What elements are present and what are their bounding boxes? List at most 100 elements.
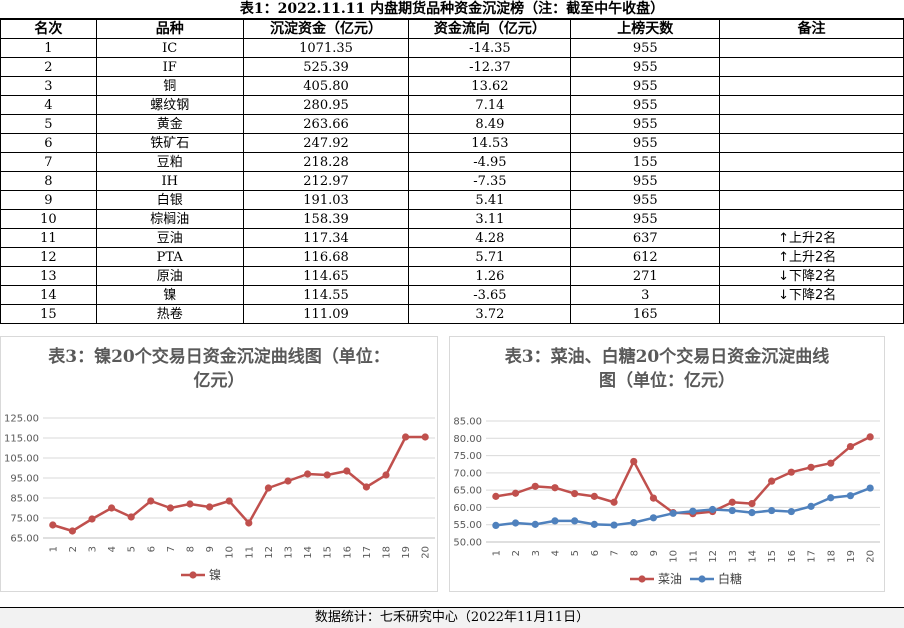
data-point	[846, 492, 855, 500]
table-row: 8 IH 212.97 -7.35 955	[0, 171, 904, 191]
data-point	[68, 527, 76, 535]
data-point	[610, 498, 618, 506]
data-point	[492, 492, 500, 500]
data-point	[748, 509, 756, 517]
data-point	[827, 494, 835, 502]
x-tick-label: 11	[688, 550, 699, 563]
data-source-footer: 数据统计：七禾研究中心（2022年11月11日）	[314, 610, 590, 625]
legend-marker	[698, 575, 706, 583]
table-row: 11 豆油 117.34 4.28 637 ↑上升2名	[0, 228, 904, 248]
rapeseed-sugar-chart-plot: 50.00 55.00 60.00 65.00 70.00 75.00 80.00 85.00…	[453, 417, 880, 586]
data-point	[264, 484, 272, 492]
table-row: 12 PTA 116.68 5.71 612 ↑上升2名	[0, 247, 904, 267]
x-tick-label: 8	[629, 550, 640, 556]
days-cell: 637	[570, 228, 721, 248]
funds-cell: 1071.35	[242, 38, 410, 58]
flow-cell: 14.53	[408, 133, 572, 153]
days-cell: 955	[570, 209, 721, 229]
table-row: 13 原油 114.65 1.26 271 ↓下降2名	[0, 266, 904, 286]
header-rank: 名次	[0, 19, 97, 39]
flow-cell: 1.26	[408, 266, 572, 286]
y-tick-label: 70.00	[453, 468, 482, 479]
x-tick-label: 19	[846, 550, 857, 563]
y-tick-label: 95.00	[10, 474, 39, 485]
x-tick-label: 15	[323, 546, 334, 559]
table-row: 1 IC 1071.35 -14.35 955	[0, 38, 904, 58]
x-tick-label: 7	[166, 546, 177, 552]
nickel-chart-title: 表3：镍20个交易日资金沉淀曲线图（单位：亿元）	[48, 347, 390, 391]
funds-cell: 263.66	[242, 114, 410, 134]
table-title: 表1：2022.11.11 内盘期货品种资金沉淀榜（注：截至中午收盘）	[0, 0, 904, 19]
days-cell: 165	[570, 304, 721, 324]
flow-cell: 3.72	[408, 304, 572, 324]
x-tick-label: 4	[550, 550, 561, 556]
legend-label: 镍	[209, 568, 221, 582]
y-tick-label: 75.00	[10, 514, 39, 525]
note-cell: ↑上升2名	[719, 247, 904, 267]
rank-cell: 2	[0, 57, 97, 77]
flow-cell: 8.49	[408, 114, 572, 134]
x-tick-label: 7	[610, 550, 621, 556]
ranking-table: 名次 品种 沉淀资金（亿元） 资金流向（亿元） 上榜天数 备注 1 IC 1071.…	[0, 19, 904, 324]
x-tick-label: 17	[807, 550, 818, 563]
data-point	[551, 484, 559, 492]
data-point	[728, 498, 736, 506]
x-tick-label: 12	[708, 550, 719, 563]
y-tick-label: 115.00	[4, 434, 39, 445]
x-tick-label: 9	[649, 550, 660, 556]
flow-cell: 7.14	[408, 95, 572, 115]
variety-cell: IC	[95, 38, 244, 58]
variety-cell: 铜	[95, 76, 244, 96]
rapeseed-sugar-chart-title: 表3：菜油、白糖20个交易日资金沉淀曲线图（单位：亿元）	[504, 347, 830, 391]
variety-cell: 铁矿石	[95, 133, 244, 153]
data-point	[630, 519, 638, 527]
x-tick-label: 18	[382, 546, 393, 559]
x-tick-label: 10	[669, 550, 680, 563]
variety-cell: 豆油	[95, 228, 244, 248]
x-tick-label: 20	[866, 550, 877, 563]
data-point	[571, 490, 579, 498]
rank-cell: 9	[0, 190, 97, 210]
y-tick-label: 65.00	[453, 486, 482, 497]
data-point	[649, 514, 658, 522]
flow-cell: -12.37	[408, 57, 572, 77]
header-note: 备注	[719, 19, 904, 39]
x-tick-label: 9	[205, 546, 216, 552]
note-cell	[719, 114, 904, 134]
data-point	[206, 503, 214, 511]
data-point	[551, 517, 559, 525]
table-row: 4 螺纹钢 280.95 7.14 955	[0, 95, 904, 115]
y-tick-label: 55.00	[453, 520, 482, 531]
rank-cell: 10	[0, 209, 97, 229]
days-cell: 955	[570, 95, 721, 115]
days-cell: 955	[570, 133, 721, 153]
data-point	[421, 433, 429, 441]
flow-cell: 13.62	[408, 76, 572, 96]
funds-cell: 191.03	[242, 190, 410, 210]
table-row: 7 豆粕 218.28 -4.95 155	[0, 152, 904, 172]
variety-cell: 热卷	[95, 304, 244, 324]
data-point	[590, 520, 598, 528]
table-row: 9 白银 191.03 5.41 955	[0, 190, 904, 210]
rank-cell: 1	[0, 38, 97, 58]
data-point	[728, 506, 736, 515]
rank-cell: 4	[0, 95, 97, 115]
x-tick-label: 13	[728, 550, 739, 563]
variety-cell: 豆粕	[95, 152, 244, 172]
data-point	[531, 482, 539, 490]
x-tick-label: 10	[225, 546, 236, 559]
flow-cell: 4.28	[408, 228, 572, 248]
flow-cell: -4.95	[408, 152, 572, 172]
flow-cell: -3.65	[408, 285, 572, 305]
flow-cell: -7.35	[408, 171, 572, 191]
header-flow: 资金流向（亿元）	[408, 19, 572, 39]
note-cell: ↓下降2名	[719, 285, 904, 305]
legend-label: 菜油	[658, 572, 682, 586]
x-tick-label: 15	[767, 550, 778, 563]
legend-marker	[189, 571, 197, 579]
x-tick-label: 6	[146, 546, 157, 552]
x-tick-label: 1	[48, 546, 59, 552]
x-tick-label: 16	[342, 546, 353, 559]
x-tick-label: 13	[284, 546, 295, 559]
table-row: 6 铁矿石 247.92 14.53 955	[0, 133, 904, 153]
